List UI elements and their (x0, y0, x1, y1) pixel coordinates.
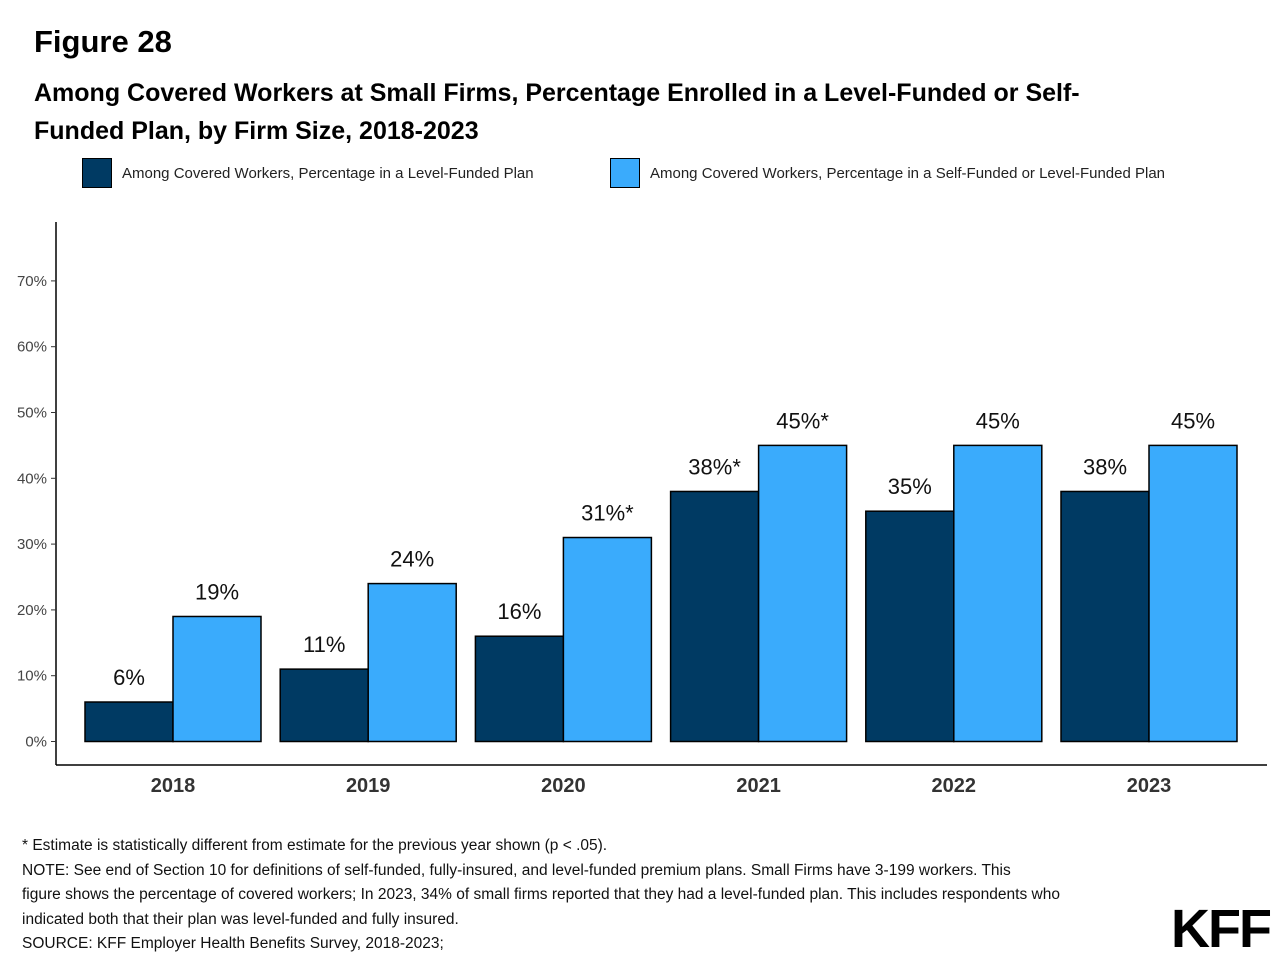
legend-item-level-funded: Among Covered Workers, Percentage in a L… (82, 158, 534, 188)
footnote-source: SOURCE: KFF Employer Health Benefits Sur… (22, 935, 444, 953)
data-label: 16% (497, 599, 541, 624)
x-tick-label: 2023 (1127, 775, 1172, 797)
y-tick-label: 70% (17, 273, 47, 290)
y-tick-label: 0% (25, 734, 47, 751)
x-tick-label: 2020 (541, 775, 586, 797)
bar (1148, 444, 1238, 743)
x-tick-label: 2021 (736, 775, 781, 797)
data-label: 6% (113, 665, 145, 690)
footnote-note-line-3: indicated both that their plan was level… (22, 910, 459, 928)
footnotes: * Estimate is statistically different fr… (22, 834, 1202, 957)
data-label: 31%* (581, 501, 634, 526)
data-label: 45% (976, 408, 1020, 433)
x-tick-label: 2018 (151, 775, 196, 797)
bar-chart: 0% 10% 20% 30% 40% 50% 60% 70% 6% 19% 2018 11% 24% 20… (17, 222, 1267, 797)
data-label: 38% (1083, 454, 1127, 479)
x-tick-label: 2022 (932, 775, 977, 797)
bar (84, 701, 174, 743)
y-tick-label: 20% (17, 602, 47, 619)
data-label: 45% (1171, 408, 1215, 433)
footnote-significance: * Estimate is statistically different fr… (22, 837, 608, 854)
data-label: 45%* (776, 408, 829, 433)
data-label: 11% (303, 632, 345, 657)
legend-swatch-level-funded (82, 158, 112, 188)
bar (757, 444, 848, 743)
data-label: 19% (195, 579, 239, 604)
legend-label-self-or-level-funded: Among Covered Workers, Percentage in a S… (650, 164, 1166, 182)
y-tick-label: 30% (17, 536, 47, 553)
bar (1060, 490, 1150, 743)
data-label: 35% (888, 474, 932, 499)
y-tick-label: 10% (17, 668, 47, 685)
y-tick-label: 60% (17, 339, 47, 356)
footnote-note-line-1: NOTE: See end of Section 10 for definiti… (22, 861, 1011, 879)
bar (279, 668, 369, 743)
bar (474, 635, 565, 743)
bar (562, 536, 653, 743)
legend-swatch-self-or-level-funded (610, 158, 640, 188)
bar (669, 490, 760, 743)
y-tick-label: 40% (17, 470, 47, 487)
bar (172, 615, 262, 743)
bar (865, 510, 955, 743)
bar (367, 582, 457, 743)
data-label: 38%* (688, 454, 741, 479)
data-label: 24% (390, 547, 434, 572)
bar (953, 444, 1043, 743)
chart-title: Among Covered Workers at Small Firms, Pe… (34, 79, 1080, 145)
footnote-note-line-2: figure shows the percentage of covered w… (22, 886, 1060, 904)
legend-item-self-or-level-funded: Among Covered Workers, Percentage in a S… (610, 158, 1165, 188)
y-tick-label: 50% (17, 405, 47, 422)
figure-label: Figure 28 (34, 24, 172, 59)
legend-label-level-funded: Among Covered Workers, Percentage in a L… (122, 164, 534, 182)
x-tick-label: 2019 (346, 775, 391, 797)
kff-logo: KFF (1171, 899, 1272, 959)
